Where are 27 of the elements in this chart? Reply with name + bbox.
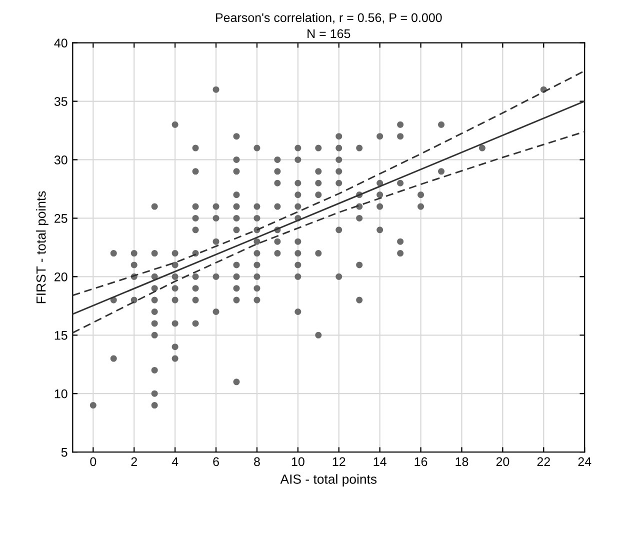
x-tick-label: 14 (374, 457, 386, 466)
x-tick-label: 6 (213, 457, 219, 466)
line-series (72, 130, 585, 334)
x-tick-label: 18 (456, 457, 468, 466)
x-tick-label: 24 (578, 457, 592, 466)
chart-subtitle: N = 165 (308, 29, 350, 38)
y-tick-label: 30 (54, 156, 68, 164)
x-tick-label: 22 (537, 457, 550, 466)
x-tick-label: 20 (496, 457, 510, 466)
x-tick-label: 4 (172, 457, 178, 466)
y-tick-label: 5 (61, 448, 68, 457)
x-tick-label: 8 (254, 457, 260, 466)
x-tick-label: 2 (131, 457, 137, 466)
y-tick-label: 15 (54, 331, 68, 340)
x-axis-title: AIS - total points (280, 474, 377, 486)
x-tick-label: 0 (90, 457, 96, 466)
x-tick-label: 10 (292, 457, 304, 466)
y-tick-label: 35 (54, 97, 68, 106)
y-axis-title: FIRST - total points (36, 191, 48, 304)
chart-title: Pearson's correlation, r = 0.56, P = 0.000 (216, 12, 442, 24)
y-tick-label: 10 (54, 389, 68, 398)
x-tick-label: 12 (332, 457, 346, 466)
y-tick-label: 20 (54, 272, 68, 282)
y-tick-label: 40 (54, 38, 68, 48)
x-tick-label: 16 (414, 457, 428, 466)
line-series (72, 70, 585, 296)
y-tick-label: 25 (54, 214, 68, 223)
